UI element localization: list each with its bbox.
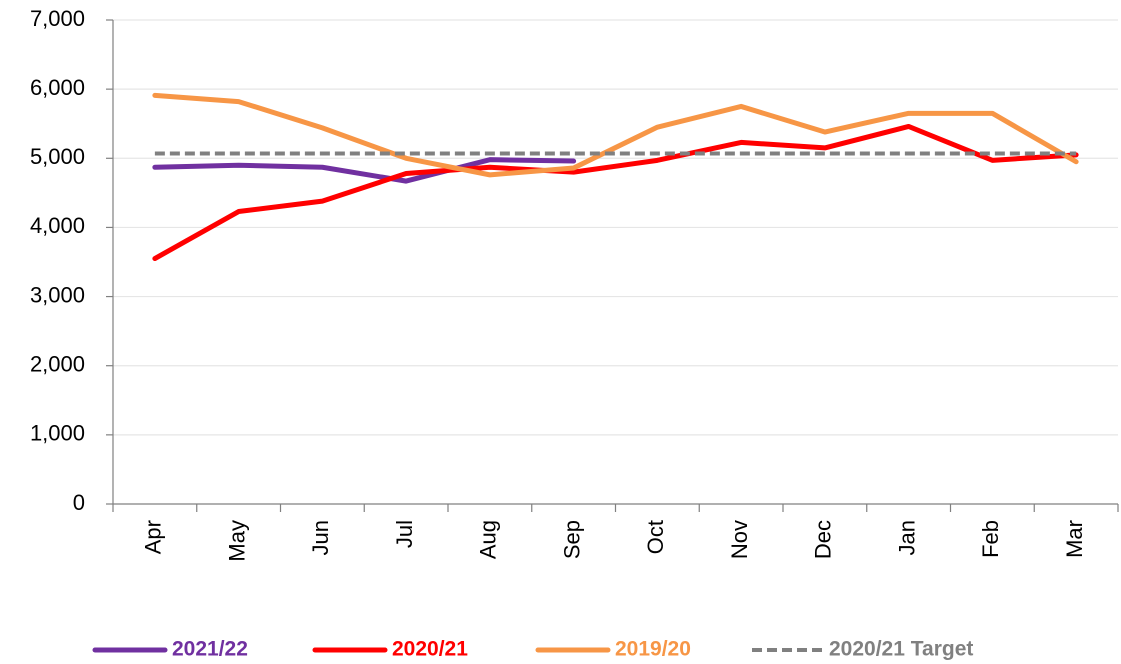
x-tick-label: Jan — [894, 520, 919, 555]
x-tick-label: Apr — [141, 520, 166, 554]
x-tick-label: Sep — [559, 520, 584, 559]
x-tick-label: Oct — [643, 520, 668, 554]
series-line — [152, 123, 1079, 262]
x-tick-label: Mar — [1062, 520, 1087, 558]
legend-label: 2019/20 — [615, 638, 691, 661]
x-tick-label: Feb — [978, 520, 1003, 558]
y-tick-label: 1,000 — [30, 421, 85, 446]
y-tick-label: 0 — [73, 490, 85, 515]
y-tick-label: 7,000 — [30, 6, 85, 31]
y-tick-label: 2,000 — [30, 352, 85, 377]
y-tick-label: 6,000 — [30, 75, 85, 100]
x-tick-label: Dec — [811, 520, 836, 559]
series-line — [152, 157, 577, 184]
y-tick-label: 3,000 — [30, 282, 85, 307]
y-tick-label: 4,000 — [30, 213, 85, 238]
legend-label: 2021/22 — [172, 638, 248, 661]
legend-label: 2020/21 — [392, 638, 468, 661]
y-tick-label: 5,000 — [30, 144, 85, 169]
x-tick-label: Jun — [308, 520, 333, 555]
x-tick-label: Nov — [727, 520, 752, 559]
x-tick-label: Aug — [476, 520, 501, 559]
legend-label: 2020/21 Target — [829, 638, 973, 661]
x-tick-label: Jul — [392, 520, 417, 548]
x-tick-label: May — [224, 520, 249, 562]
series-line — [152, 92, 1079, 178]
